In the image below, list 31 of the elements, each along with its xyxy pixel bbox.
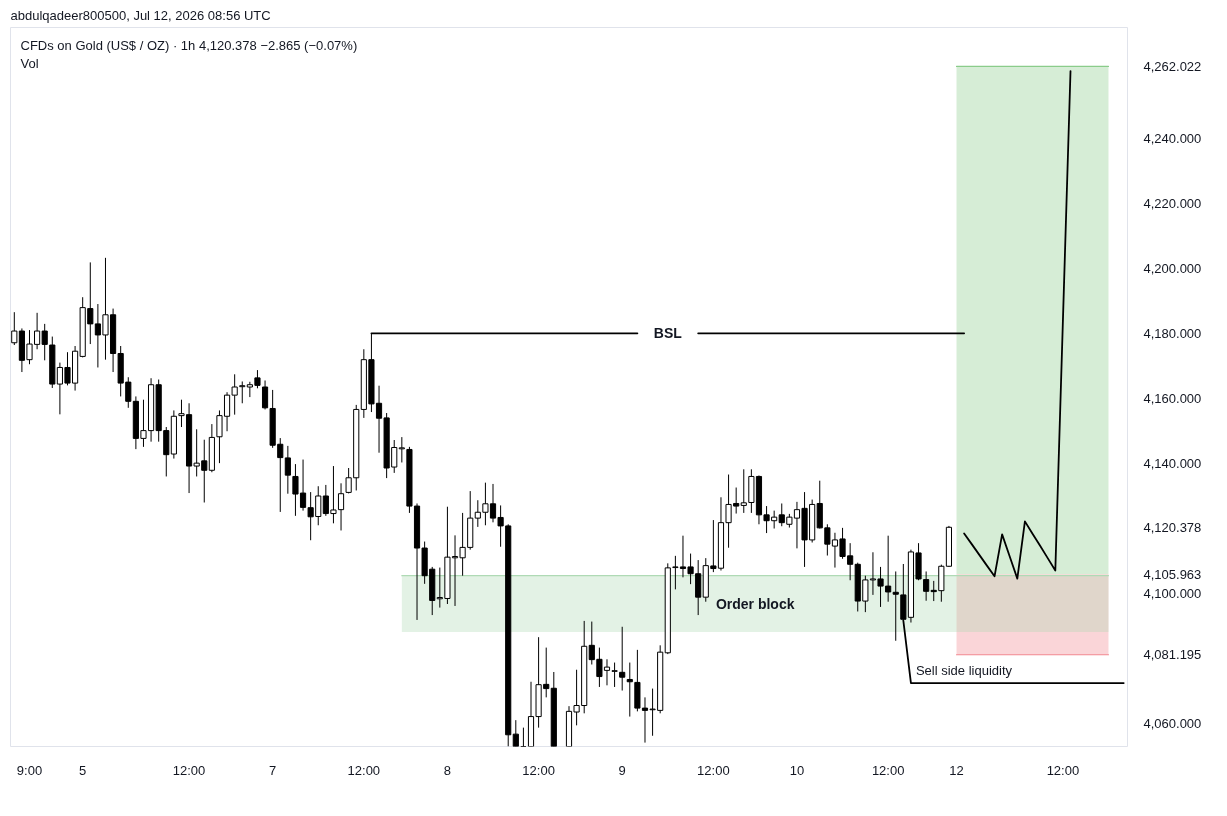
y-tick-label: 4,262.022: [1143, 58, 1202, 74]
x-tick-label: 12:00: [1046, 762, 1080, 778]
y-tick-label: 4,100.000: [1143, 586, 1202, 602]
y-tick-label: 4,105.963: [1143, 566, 1202, 582]
y-tick-label: 4,240.000: [1143, 130, 1202, 146]
x-tick-label: 8: [443, 762, 452, 778]
x-tick-label: 9:00: [16, 762, 43, 778]
y-tick-label: 4,220.000: [1143, 195, 1202, 211]
y-tick-label: 4,160.000: [1143, 390, 1202, 406]
text: Vol: [20, 55, 39, 71]
y-tick-label: 4,180.000: [1143, 325, 1202, 341]
x-tick-label: 12:00: [871, 762, 905, 778]
x-tick-label: 9: [618, 762, 626, 778]
x-tick-label: 10: [789, 762, 805, 778]
y-tick-label: 4,081.195: [1143, 647, 1202, 663]
y-tick-label: 4,140.000: [1143, 455, 1202, 471]
x-tick-label: 5: [79, 762, 87, 778]
x-tick-label: 12: [949, 762, 964, 778]
y-tick-label: 4,060.000: [1143, 716, 1202, 732]
text: CFDs on Gold (US$ / OZ) · 1h 4,120.378 −2.865 (−0.07%): [20, 37, 358, 53]
y-tick-label: 4,200.000: [1143, 260, 1202, 276]
x-tick-label: 12:00: [697, 762, 730, 778]
x-tick-label: 12:00: [522, 762, 555, 778]
x-tick-label: 12:00: [172, 762, 206, 778]
x-tick-label: 7: [269, 762, 277, 778]
y-tick-label: 4,120.378: [1143, 519, 1202, 535]
series-label: BSL: [653, 325, 683, 342]
text: abdulqadeer800500, Jul 12, 2026 08:56 UTC: [10, 7, 271, 23]
x-tick-label: 12:00: [347, 762, 381, 778]
series-label: Order block: [715, 595, 795, 612]
series-label: Sell side liquidity: [915, 663, 1013, 679]
